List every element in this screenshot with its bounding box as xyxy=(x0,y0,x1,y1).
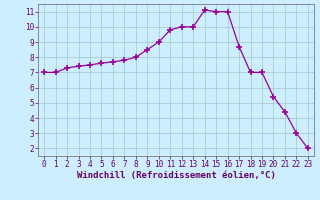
X-axis label: Windchill (Refroidissement éolien,°C): Windchill (Refroidissement éolien,°C) xyxy=(76,171,276,180)
